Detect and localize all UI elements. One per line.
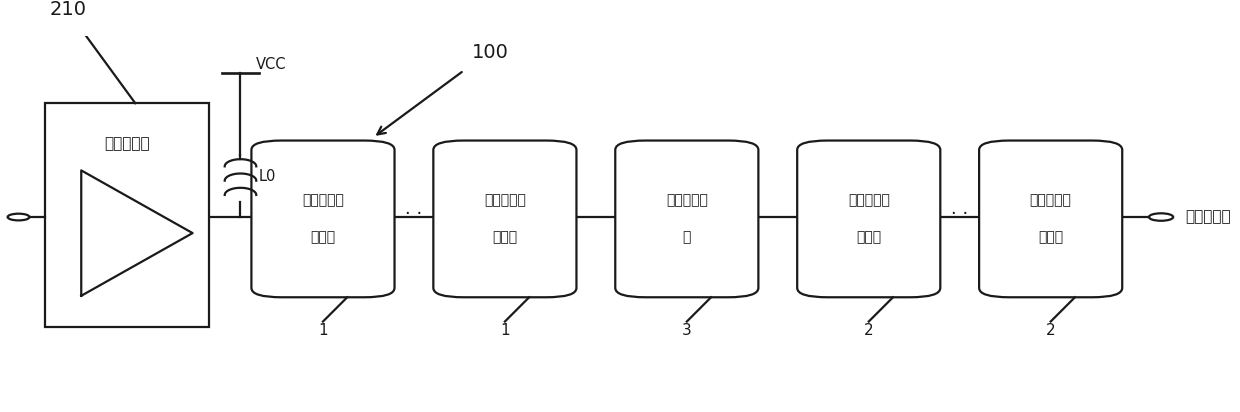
Text: 制网络: 制网络 [492, 231, 517, 245]
FancyBboxPatch shape [433, 140, 577, 297]
Text: 2: 2 [864, 323, 873, 338]
Text: 二次谐波抑: 二次谐波抑 [484, 193, 526, 207]
Bar [45, 103, 210, 327]
Text: 制网络: 制网络 [856, 231, 882, 245]
FancyBboxPatch shape [797, 140, 940, 297]
Text: VCC: VCC [257, 56, 286, 72]
Text: 三次谐波抑: 三次谐波抑 [1029, 193, 1071, 207]
Text: 制网络: 制网络 [310, 231, 336, 245]
FancyBboxPatch shape [252, 140, 394, 297]
Text: 210: 210 [50, 0, 87, 19]
Text: 1: 1 [500, 323, 510, 338]
Text: 1: 1 [319, 323, 327, 338]
Text: 2: 2 [1045, 323, 1055, 338]
Text: L0: L0 [259, 169, 277, 185]
Text: 二次谐波抑: 二次谐波抑 [303, 193, 343, 207]
Text: 宽带匹配网: 宽带匹配网 [666, 193, 708, 207]
Text: 信号输出端: 信号输出端 [1185, 210, 1231, 225]
Text: 制网络: 制网络 [1038, 231, 1063, 245]
Text: 功率放大级: 功率放大级 [104, 136, 150, 151]
Text: 三次谐波抑: 三次谐波抑 [848, 193, 889, 207]
FancyBboxPatch shape [980, 140, 1122, 297]
Text: 100: 100 [472, 43, 510, 62]
Text: 3: 3 [682, 323, 692, 338]
Text: · ·: · · [405, 205, 423, 223]
Text: · ·: · · [951, 205, 968, 223]
Text: 络: 络 [683, 231, 691, 245]
FancyBboxPatch shape [615, 140, 759, 297]
